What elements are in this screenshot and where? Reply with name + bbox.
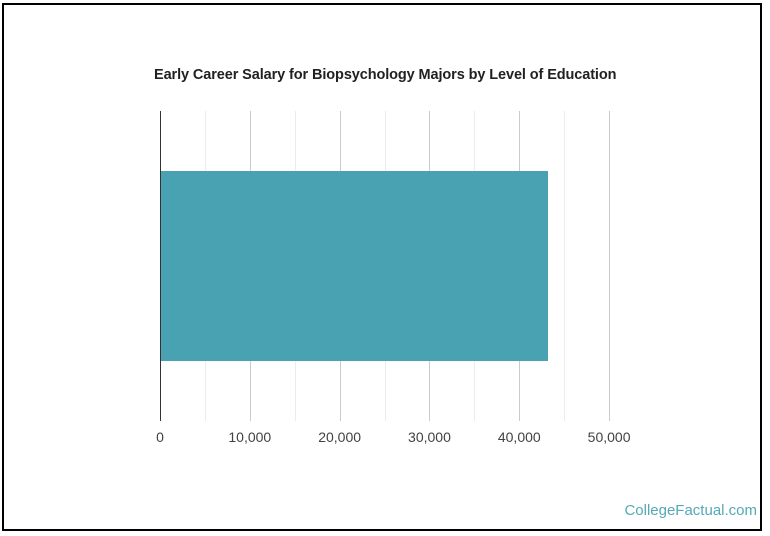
- x-axis-labels: 0 10,000 20,000 30,000 40,000 50,000: [156, 429, 654, 447]
- gridline-minor: [564, 111, 566, 421]
- x-tick-label: 20,000: [318, 429, 362, 445]
- x-tick-label: 40,000: [497, 429, 541, 445]
- collegefactual-watermark-link[interactable]: CollegeFactual.com: [624, 502, 757, 519]
- bar-early-career-salary[interactable]: [160, 171, 548, 361]
- axis-layer: [160, 111, 654, 421]
- x-tick-label: 0: [156, 429, 164, 445]
- x-tick-label: 10,000: [228, 429, 272, 445]
- gridline-major: [609, 111, 611, 421]
- axis-baseline: [160, 111, 161, 421]
- chart-title: Early Career Salary for Biopsychology Ma…: [154, 67, 617, 83]
- plot-area: [160, 111, 654, 421]
- x-tick-label: 50,000: [587, 429, 631, 445]
- bar-layer: [160, 111, 654, 421]
- x-tick-label: 30,000: [408, 429, 451, 445]
